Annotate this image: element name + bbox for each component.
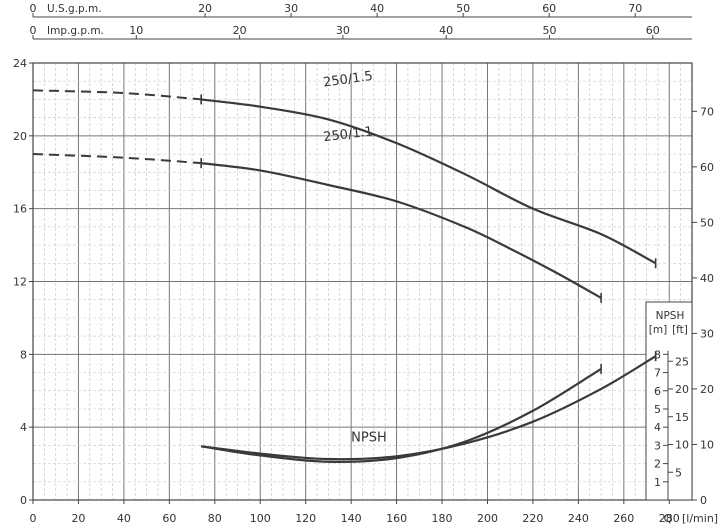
curves: 250/1.5 250/1.1 NPSH — [32, 69, 657, 463]
npsh-m-tick-label: 8 — [654, 348, 661, 361]
series-line — [201, 98, 657, 265]
npsh-scale-title: NPSH — [656, 310, 685, 322]
x-axis-tick-label: 240 — [568, 512, 589, 525]
x-axis-q-label: Q — [664, 512, 673, 525]
top-axis-tick-label: 40 — [370, 2, 384, 15]
series-label: 250/1.1 — [323, 124, 374, 145]
top-axis-tick-label: 60 — [646, 24, 660, 37]
npsh-ft-tick-label: 25 — [675, 355, 689, 368]
npsh-m-tick-label: 4 — [654, 421, 661, 434]
npsh-m-tick-label: 6 — [654, 385, 661, 398]
left-axis-tick-label: 8 — [20, 348, 27, 361]
x-axis-tick-label: 80 — [208, 512, 222, 525]
right-axis-tick-label: 20 — [700, 383, 714, 396]
top-axis-tick-label: 30 — [284, 2, 298, 15]
x-axis: 0 20 40 60 80 100 120 140 160 180 200 220 240 260 280Q… — [30, 500, 718, 525]
x-axis-tick-label: 260 — [613, 512, 634, 525]
npsh-m-tick-label: 3 — [654, 439, 661, 452]
left-axis-tick-label: 20 — [13, 130, 27, 143]
x-axis-tick-label: 100 — [250, 512, 271, 525]
top-axes: 0 20 30 40 50 60 70U.S.g.p.m.0 10 20 30 40 50 60Imp.… — [30, 2, 692, 40]
top-axis-tick-label: 30 — [336, 24, 350, 37]
left-axis-tick-label: 24 — [13, 57, 27, 70]
x-axis-tick-label: 0 — [30, 512, 37, 525]
npsh-ft-tick-label: 5 — [675, 466, 682, 479]
series-label: NPSH — [351, 431, 387, 446]
right-axis-tick-label: 30 — [700, 327, 714, 340]
npsh-m-tick-label: 7 — [654, 367, 661, 380]
top-axis-tick-label: 50 — [542, 24, 556, 37]
right-axis-tick-label: 40 — [700, 272, 714, 285]
npsh-m-tick-label: 2 — [654, 458, 661, 471]
top-axis-tick-label: 10 — [129, 24, 143, 37]
npsh-ft-tick-label: 15 — [675, 411, 689, 424]
npsh-ft-tick-label: 20 — [675, 383, 689, 396]
left-axis-tick-label: 12 — [13, 276, 27, 289]
top-axis-tick-label: 40 — [439, 24, 453, 37]
top-axis-label: U.S.g.p.m. — [47, 3, 102, 15]
grid-lines — [32, 62, 693, 501]
top-axis-label: Imp.g.p.m. — [47, 25, 104, 37]
top-axis-tick-label: 60 — [542, 2, 556, 15]
series-line — [200, 367, 602, 463]
npsh-m-unit: [m] — [649, 324, 667, 336]
left-axis-tick-label: 16 — [13, 203, 27, 216]
top-axis-tick-label: 0 — [30, 2, 37, 15]
npsh-ft-tick-label: 10 — [675, 439, 689, 452]
x-axis-tick-label: 280 — [659, 512, 680, 525]
x-axis-tick-label: 220 — [522, 512, 543, 525]
x-axis-tick-label: 120 — [295, 512, 316, 525]
x-axis-unit-label: [l/min] — [682, 512, 718, 525]
left-axis-tick-label: 4 — [20, 421, 27, 434]
right-axis-tick-label: 70 — [700, 105, 714, 118]
right-axis-tick-label: 0 — [700, 494, 707, 507]
series-label: 250/1.5 — [322, 69, 373, 91]
x-axis-tick-label: 40 — [117, 512, 131, 525]
npsh-scale-box — [645, 301, 693, 501]
x-axis-tick-label: 200 — [477, 512, 498, 525]
x-axis-tick-label: 140 — [341, 512, 362, 525]
series-line — [201, 355, 657, 461]
right-axis-tick-label: 60 — [700, 161, 714, 174]
npsh-axis: NPSH [m] [ft] 1 2 3 4 5 6 7 8 5 10 15 20 25 — [645, 301, 693, 501]
series-line — [201, 162, 602, 299]
right-axis-tick-label: 10 — [700, 438, 714, 451]
left-axis-tick-label: 0 — [20, 494, 27, 507]
x-axis-tick-label: 60 — [162, 512, 176, 525]
top-axis-tick-label: 70 — [628, 2, 642, 15]
x-axis-tick-label: 20 — [71, 512, 85, 525]
top-axis-tick-label: 20 — [198, 2, 212, 15]
series-dashed-extension — [32, 89, 202, 101]
npsh-m-tick-label: 5 — [654, 403, 661, 416]
x-axis-tick-label: 160 — [386, 512, 407, 525]
x-axis-tick-label: 180 — [432, 512, 453, 525]
top-axis-tick-label: 50 — [456, 2, 470, 15]
top-axis-tick-label: 20 — [233, 24, 247, 37]
right-axis-tick-label: 50 — [700, 216, 714, 229]
top-axis-tick-label: 0 — [30, 24, 37, 37]
npsh-m-tick-label: 1 — [654, 476, 661, 489]
series-dashed-extension — [32, 153, 202, 165]
npsh-ft-unit: [ft] — [672, 324, 688, 336]
